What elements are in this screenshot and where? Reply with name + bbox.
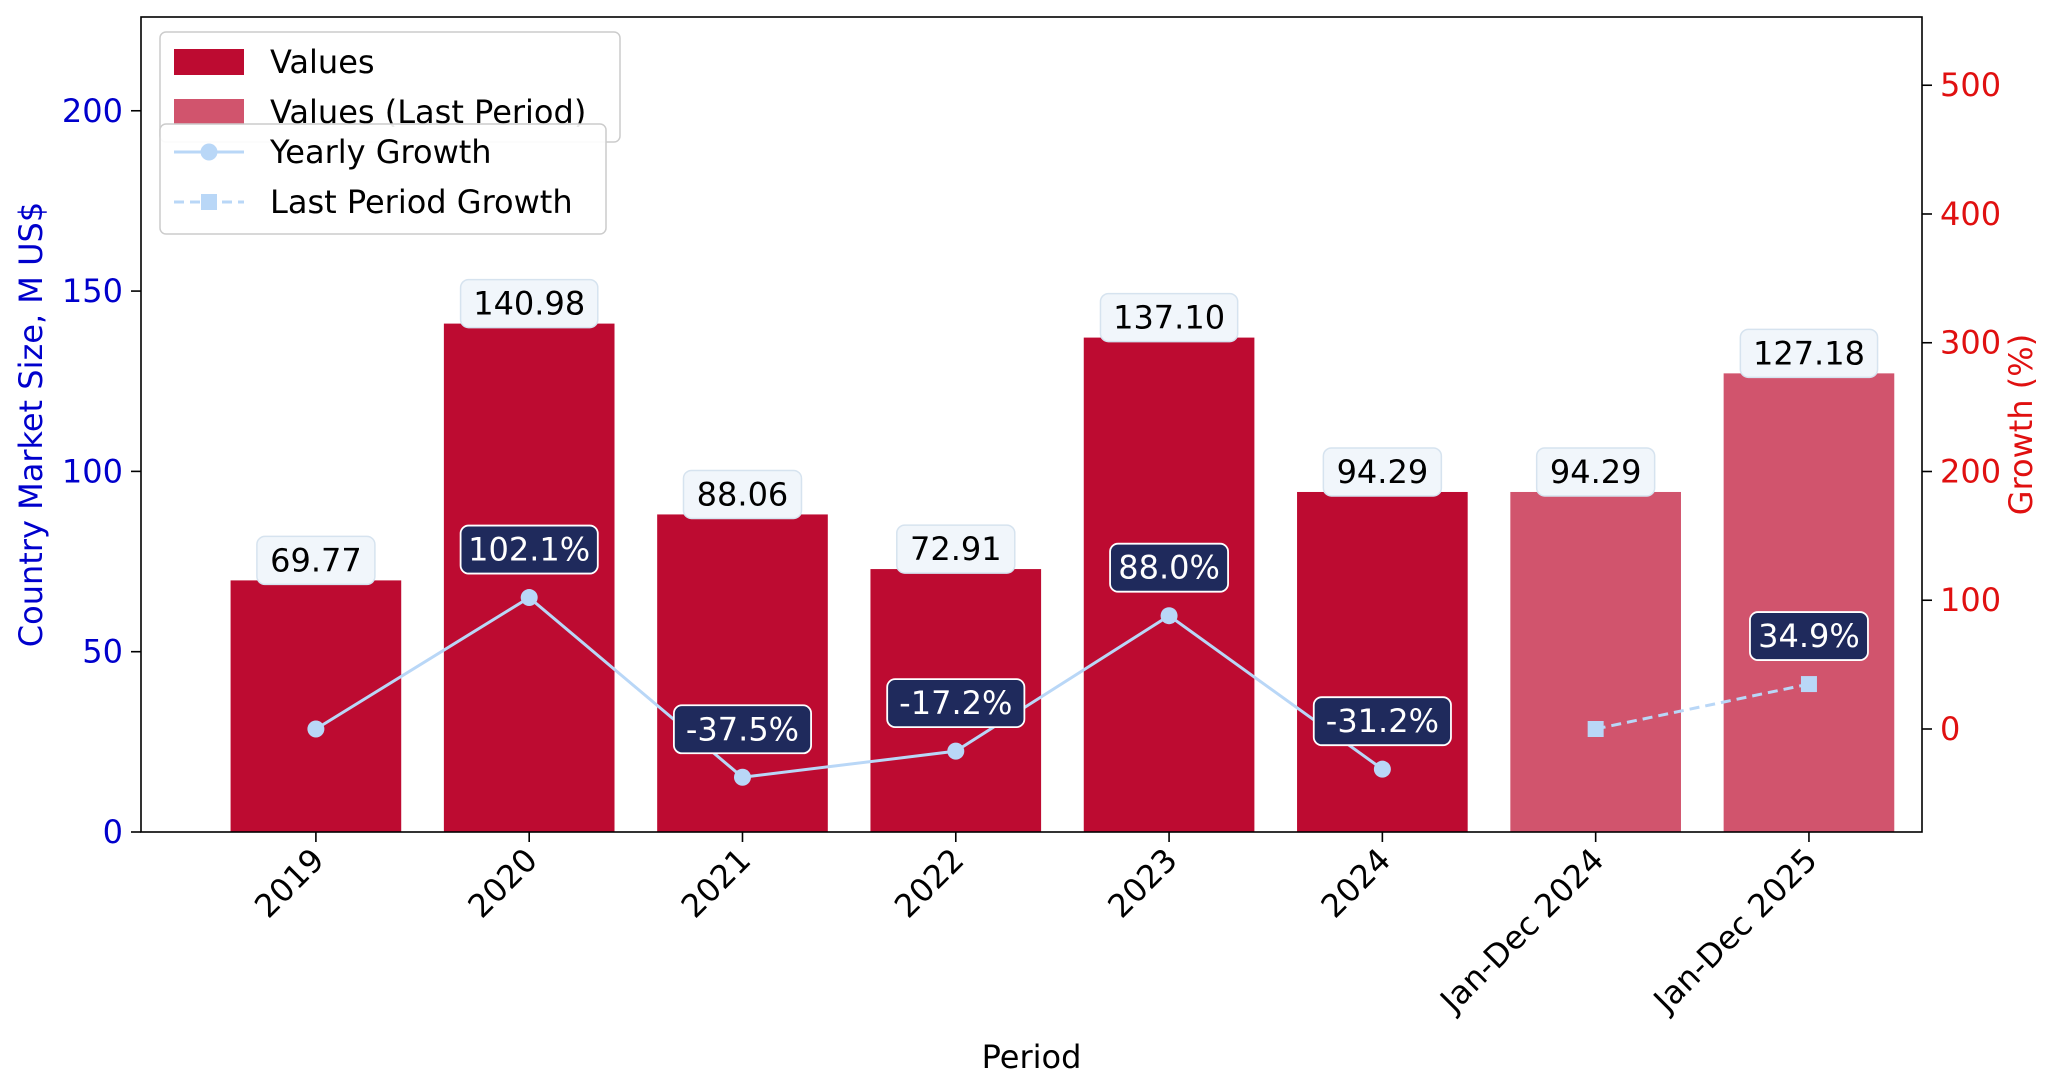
growth-label-box (672, 704, 812, 755)
value-label-box (896, 524, 1016, 574)
x-tick-label: 2023 (1100, 841, 1184, 925)
y2-tick-label: 200 (1940, 452, 2001, 490)
y2-tick-label: 500 (1940, 66, 2001, 104)
growth-marker (1160, 607, 1178, 625)
legend-marker (200, 143, 218, 161)
bars-layer (230, 323, 1895, 832)
growth-label: 102.1% (468, 531, 590, 569)
y2-tick-label: 400 (1940, 195, 2001, 233)
legend-label: Values (270, 43, 375, 81)
bar (1297, 491, 1468, 832)
growth-label: 88.0% (1118, 549, 1220, 587)
y2-axis-label: Growth (%) (2002, 334, 2040, 515)
legend-marker (201, 194, 217, 210)
x-tick-label: 2022 (887, 841, 971, 925)
y-tick-label: 100 (62, 452, 123, 490)
growth-label: -37.5% (686, 710, 799, 748)
value-label: 94.29 (1337, 453, 1429, 491)
growth-label-box (1749, 611, 1869, 661)
growth-label-box (1312, 696, 1452, 747)
growth-marker (1587, 720, 1604, 737)
y-axis-left: 0 50 100 150 200 (62, 92, 141, 851)
growth-marker (1373, 760, 1391, 778)
growth-marker (1800, 676, 1817, 693)
value-label-box (1322, 447, 1443, 497)
value-label-box (459, 278, 599, 329)
growth-label-box (886, 678, 1026, 729)
growth-marker (947, 742, 965, 760)
value-label: 69.77 (270, 541, 362, 579)
data-labels-layer: 69.77 140.98 88.06 72.91 137.10 94.29 94.29 127… (256, 278, 1879, 755)
y-axis-right: 0 100 200 300 400 500 (1922, 66, 2001, 748)
y2-tick-label: 100 (1940, 581, 2001, 619)
x-tick-label: Jan-Dec 2025 (1645, 841, 1825, 1021)
legend-box (159, 123, 607, 235)
legend-label: Yearly Growth (269, 133, 492, 171)
y-tick-label: 150 (62, 272, 123, 310)
x-axis: 2019 2020 2021 2022 2023 2024 Jan-Dec 2024 Jan-… (247, 832, 1825, 1021)
growth-label: -17.2% (899, 684, 1012, 722)
plot-frame (140, 16, 1923, 833)
growth-line (1595, 682, 1810, 731)
x-axis-label: Period (982, 1038, 1082, 1076)
value-label: 127.18 (1753, 334, 1865, 372)
x-tick-label: Jan-Dec 2024 (1431, 841, 1611, 1021)
value-label-box (256, 535, 376, 586)
value-label: 140.98 (473, 285, 585, 323)
value-label: 137.10 (1113, 299, 1225, 337)
x-tick-label: 2021 (674, 841, 758, 925)
growth-label: -31.2% (1326, 702, 1439, 740)
growth-label-box (1109, 542, 1229, 593)
bar (1723, 373, 1895, 832)
y-tick-label: 200 (62, 92, 123, 130)
value-label-box (1099, 292, 1239, 343)
growth-label-box (459, 524, 599, 575)
value-label-box (1739, 328, 1879, 379)
value-label: 72.91 (910, 530, 1002, 568)
legend-label: Last Period Growth (270, 183, 573, 221)
y2-tick-label: 0 (1940, 710, 1960, 748)
bar (1510, 491, 1681, 832)
value-label: 88.06 (697, 475, 789, 513)
value-label: 94.29 (1550, 453, 1642, 491)
x-tick-label: 2024 (1314, 841, 1398, 925)
x-tick-label: 2019 (247, 841, 331, 925)
legend-lines: Yearly Growth Last Period Growth (159, 123, 607, 235)
growth-label: 34.9% (1758, 617, 1860, 655)
growth-marker (733, 768, 751, 786)
y-tick-label: 0 (103, 813, 123, 851)
growth-marker (307, 720, 325, 738)
y2-tick-label: 300 (1940, 324, 2001, 362)
legend-swatch (174, 99, 244, 125)
bar (230, 580, 402, 832)
value-label-box (1535, 447, 1656, 497)
value-label-box (682, 469, 803, 520)
legend-swatch (174, 49, 244, 75)
growth-line (315, 595, 1384, 779)
y-tick-label: 50 (82, 633, 123, 671)
y-axis-label: Country Market Size, M US$ (12, 202, 50, 647)
bar (443, 323, 615, 832)
growth-lines-layer (307, 589, 1817, 786)
x-tick-label: 2020 (460, 841, 544, 925)
growth-marker (520, 589, 538, 607)
